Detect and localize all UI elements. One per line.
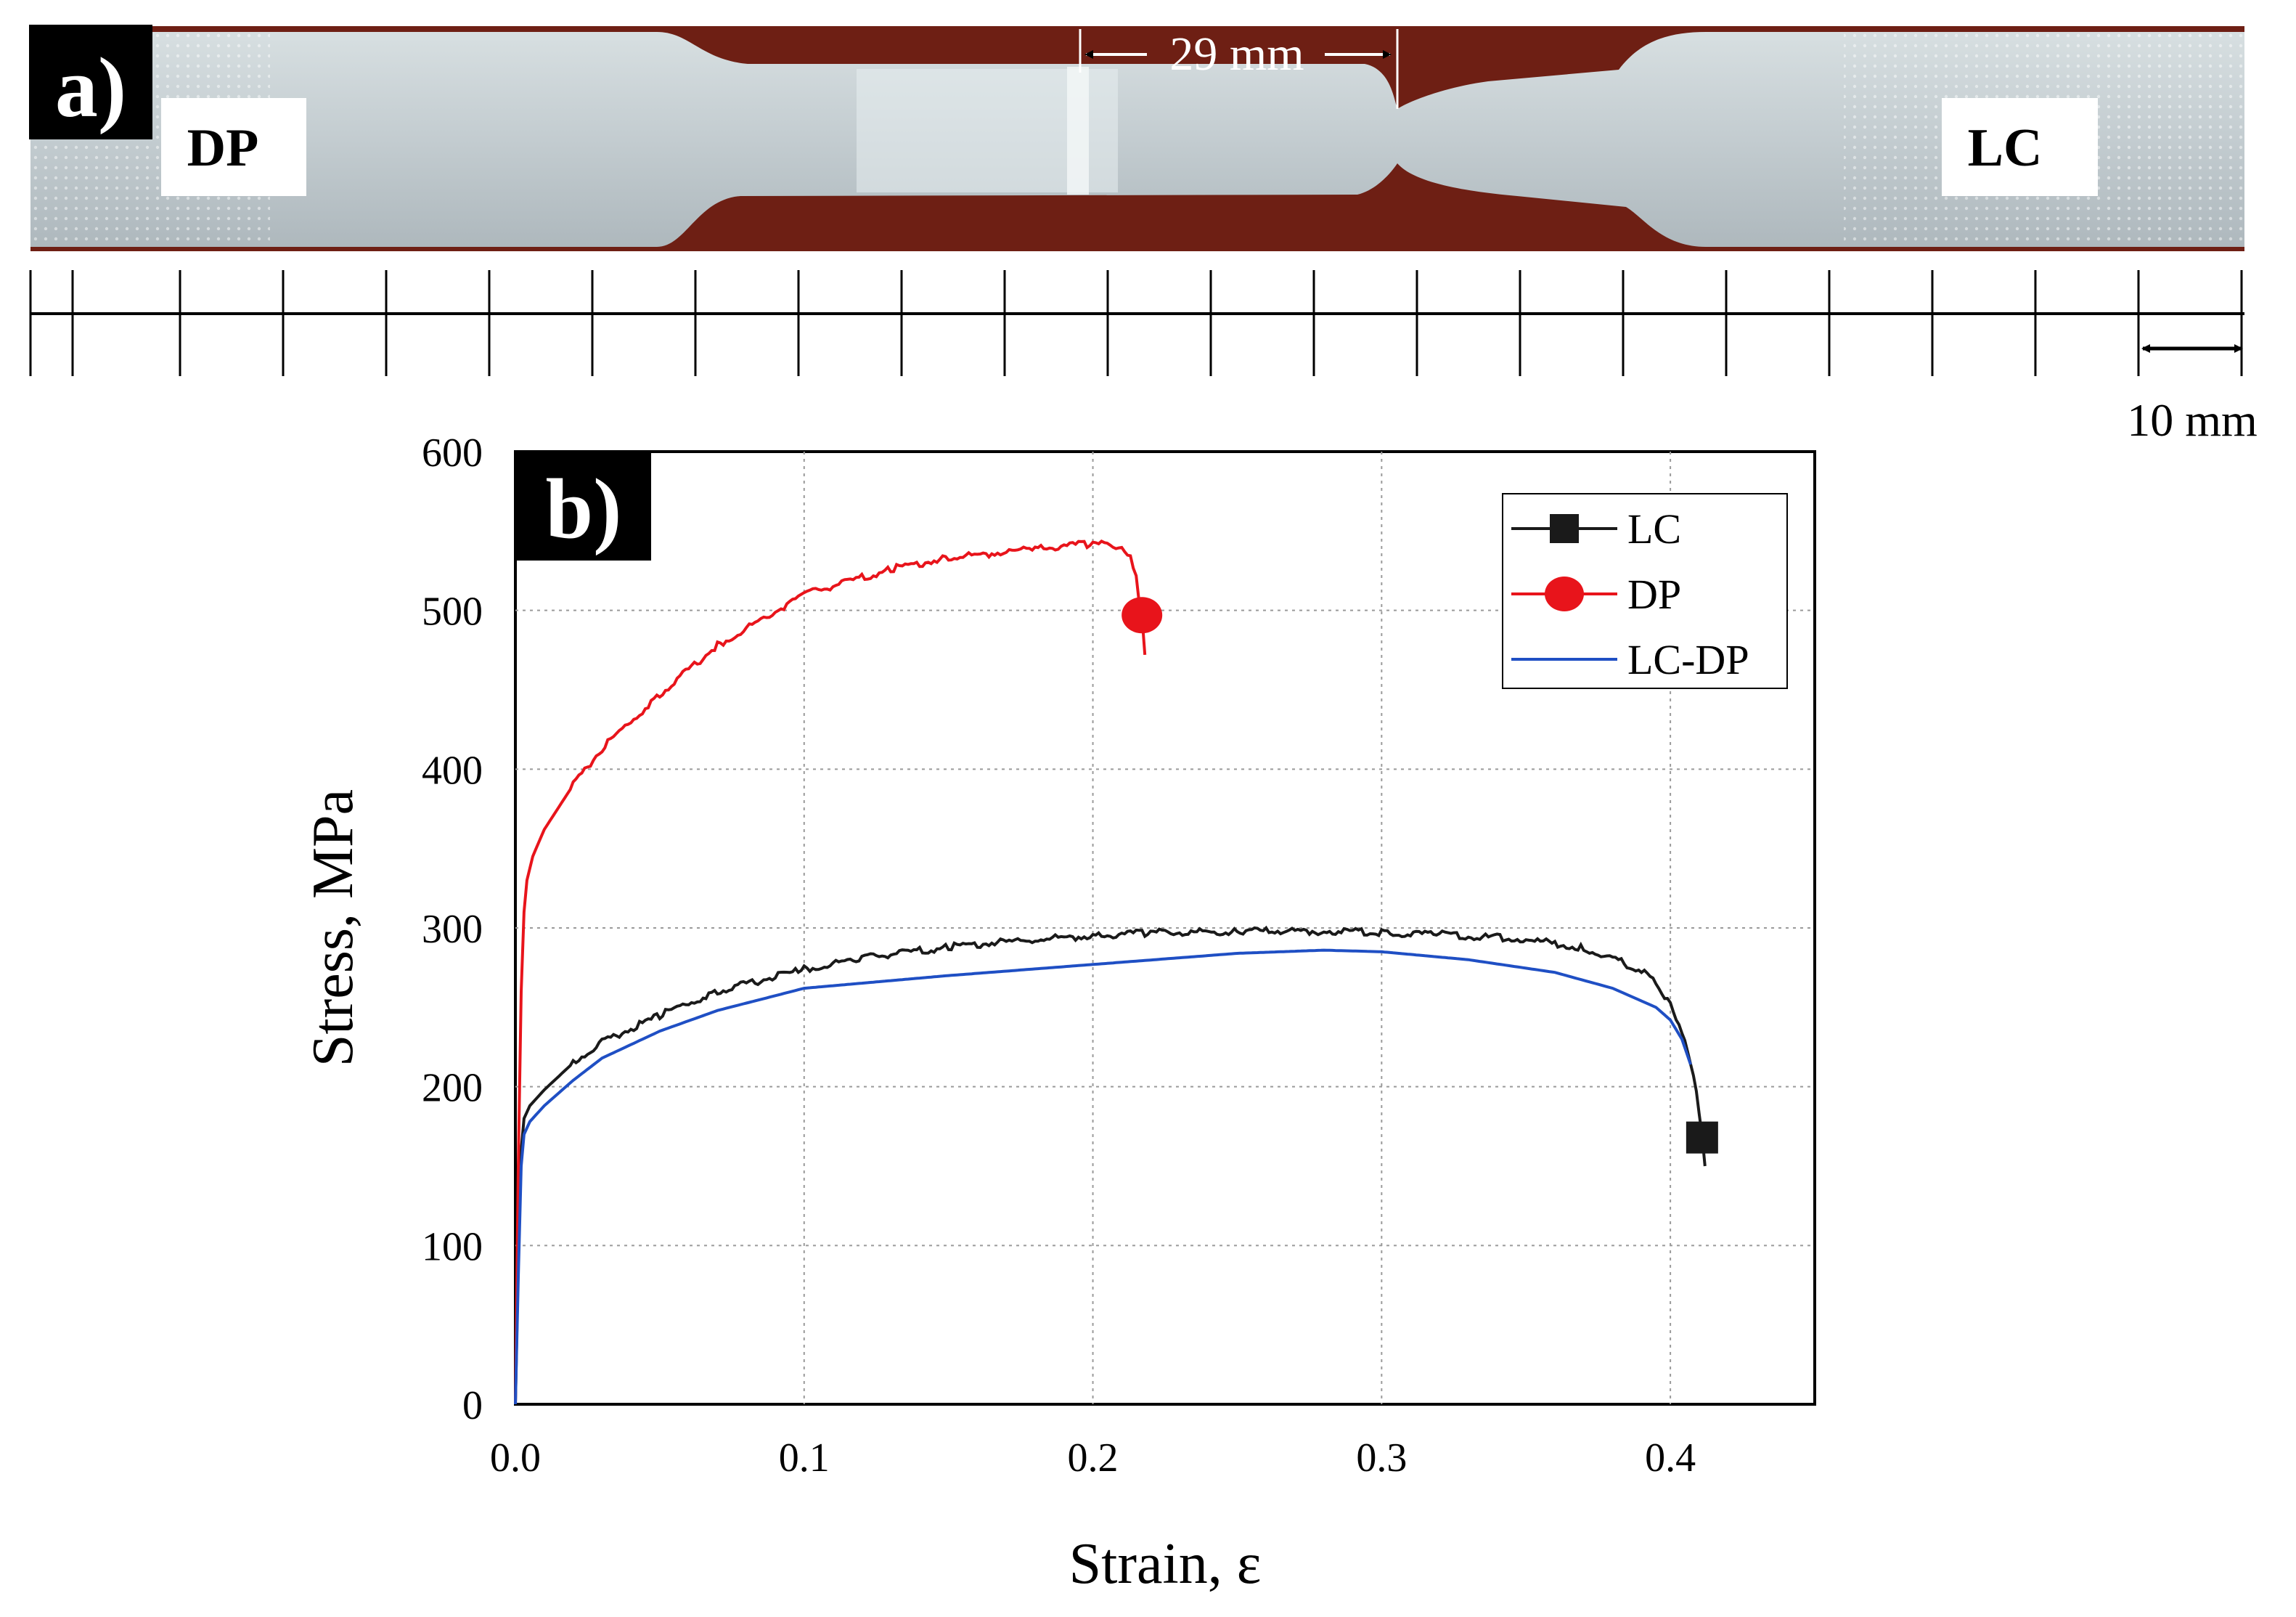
series-line-lc-dp: [514, 948, 1692, 1405]
x-tick-label: 0.1: [779, 1435, 830, 1480]
x-tick-label: 0.2: [1068, 1435, 1119, 1480]
end-marker-dp: [1122, 597, 1163, 634]
legend-marker-dp: [1545, 577, 1584, 611]
weld-line: [1067, 67, 1089, 195]
y-tick-label: 300: [422, 907, 483, 952]
legend-label-lc-dp: LC-DP: [1627, 636, 1749, 683]
dp-tag-box: [161, 98, 306, 196]
panel-b-chart: 0.0 0.1 0.2 0.3 0.4 0 100 200 300 400 500 600 b) S…: [301, 431, 1816, 1596]
tensile-specimen: [30, 32, 2244, 247]
x-tick-label: 0.3: [1356, 1435, 1407, 1480]
y-tick-label: 400: [422, 748, 483, 793]
panel-b-label: b): [546, 461, 622, 556]
y-tick-label: 0: [462, 1383, 483, 1428]
panel-b-label-box: [517, 453, 651, 561]
y-tick-label: 200: [422, 1066, 483, 1111]
gauge-length-label: 29 mm: [1169, 28, 1304, 81]
y-tick-labels: 0 100 200 300 400 500 600: [422, 431, 483, 1428]
scale-bar-label: 10 mm: [2127, 394, 2258, 446]
series-line-dp: [514, 539, 1147, 1405]
legend-marker-lc: [1550, 514, 1579, 543]
legend-label-lc: LC: [1627, 505, 1681, 553]
y-axis-label: Stress, MPa: [301, 789, 365, 1067]
ruler-ticks: [29, 270, 2243, 376]
x-tick-label: 0.4: [1645, 1435, 1696, 1480]
legend: LC DP LC-DP: [1502, 493, 1788, 689]
x-tick-label: 0.0: [490, 1435, 541, 1480]
series-layer: [514, 539, 1718, 1405]
y-tick-label: 100: [422, 1224, 483, 1269]
ruler: 10 mm: [29, 270, 2258, 446]
lc-tag: LC: [1968, 118, 2043, 178]
y-tick-label: 600: [422, 431, 483, 476]
panel-a-label: a): [55, 40, 126, 135]
dp-tag: DP: [187, 118, 259, 178]
panel-a-label-box: [29, 25, 152, 139]
panel-a-specimen-photo: a) DP LC 29 mm: [29, 25, 2244, 251]
x-tick-labels: 0.0 0.1 0.2 0.3 0.4: [490, 1435, 1696, 1480]
legend-label-dp: DP: [1627, 571, 1681, 618]
end-marker-lc: [1686, 1121, 1718, 1154]
y-tick-label: 500: [422, 590, 483, 635]
lc-tag-box: [1942, 98, 2098, 196]
series-line-lc: [514, 925, 1707, 1405]
x-axis-label: Strain, ε: [1069, 1532, 1262, 1596]
